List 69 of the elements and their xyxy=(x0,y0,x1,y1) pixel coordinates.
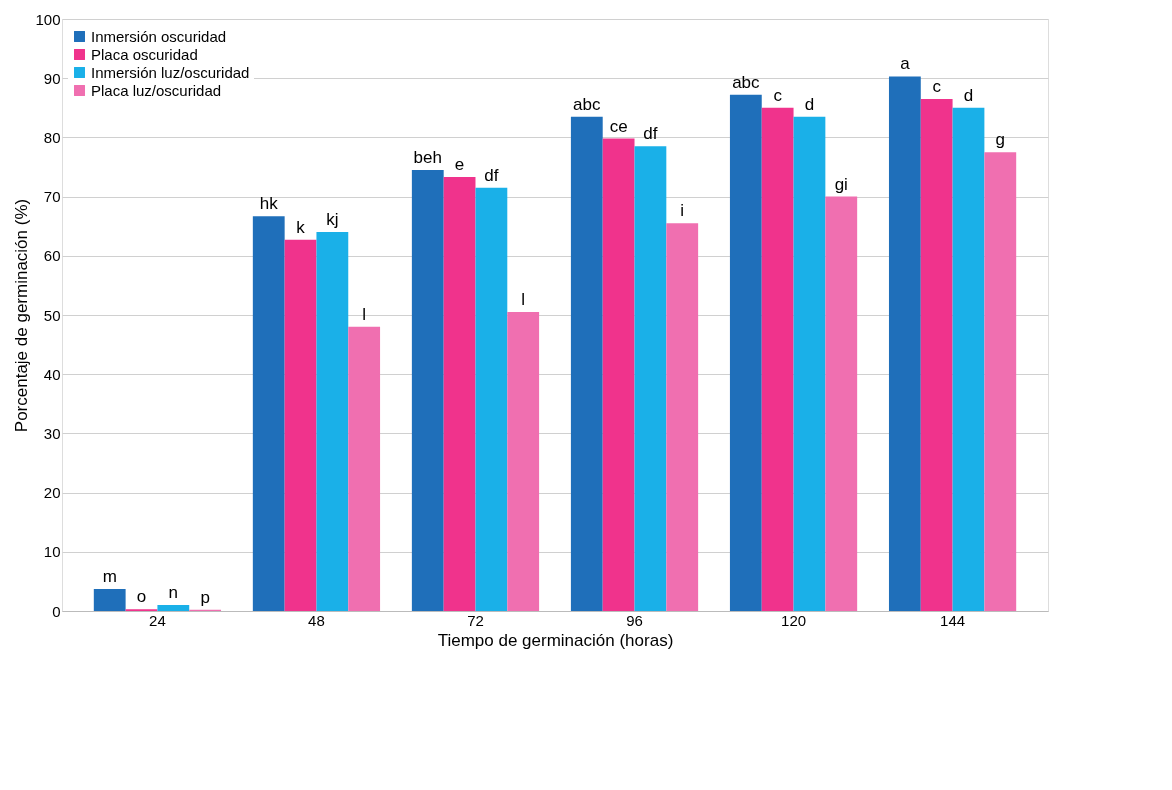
data-label: kj xyxy=(326,210,339,230)
bar xyxy=(507,312,540,611)
legend-label: Inmersión luz/oscuridad xyxy=(91,63,250,81)
bar xyxy=(475,187,508,611)
bar xyxy=(252,216,285,611)
data-label: df xyxy=(484,165,499,185)
data-label: l xyxy=(362,304,367,324)
y-tick-label: 0 xyxy=(52,602,61,620)
data-label: d xyxy=(804,94,815,114)
y-tick-label: 80 xyxy=(43,128,61,146)
bar xyxy=(793,116,826,611)
bar xyxy=(952,107,985,611)
data-label: o xyxy=(136,587,147,607)
y-tick-label: 30 xyxy=(43,424,61,442)
legend-label: Inmersión oscuridad xyxy=(91,27,227,45)
bar xyxy=(157,605,190,611)
data-label: c xyxy=(932,76,942,96)
y-tick-label: 20 xyxy=(43,484,61,502)
x-tick-label: 24 xyxy=(149,611,166,629)
bar xyxy=(761,107,794,611)
bar xyxy=(602,138,635,611)
x-tick-label: 96 xyxy=(626,611,643,629)
bar xyxy=(666,223,699,611)
data-label: abc xyxy=(573,94,601,114)
x-tick-label: 120 xyxy=(781,611,807,629)
y-tick-label: 50 xyxy=(43,306,61,324)
bar xyxy=(348,326,381,611)
data-label: k xyxy=(296,217,306,237)
x-tick-label: 48 xyxy=(308,611,325,629)
y-tick-label: 10 xyxy=(43,543,61,561)
data-label: beh xyxy=(413,147,442,167)
data-label: a xyxy=(900,54,911,74)
bar xyxy=(284,239,317,611)
data-label: n xyxy=(168,583,179,603)
data-label: abc xyxy=(732,72,761,92)
data-label: gi xyxy=(834,174,848,194)
data-label: p xyxy=(200,587,210,607)
bar xyxy=(316,232,349,611)
data-label: e xyxy=(454,155,465,175)
y-tick-label: 60 xyxy=(43,247,61,265)
y-tick-label: 40 xyxy=(43,365,61,383)
data-label: c xyxy=(773,85,783,105)
bar xyxy=(443,177,476,611)
bar xyxy=(920,98,953,611)
data-label: m xyxy=(102,567,117,587)
data-label: d xyxy=(963,85,974,105)
data-label: hk xyxy=(259,194,279,214)
bar xyxy=(888,76,921,611)
legend-label: Placa luz/oscuridad xyxy=(91,81,222,99)
bar xyxy=(570,116,603,611)
data-label: g xyxy=(995,130,1006,150)
data-label: i xyxy=(680,201,685,221)
data-label: df xyxy=(643,124,658,144)
legend-label: Placa oscuridad xyxy=(91,45,198,63)
bar xyxy=(984,152,1017,611)
bar xyxy=(825,196,858,611)
bar xyxy=(729,94,762,611)
data-label: ce xyxy=(609,116,628,136)
bar xyxy=(93,589,126,611)
bar xyxy=(411,169,444,611)
bar xyxy=(634,146,667,611)
y-tick-label: 100 xyxy=(35,10,61,28)
y-axis-title: Porcentaje de germinación (%) xyxy=(12,198,32,433)
x-axis-title: Tiempo de germinación (horas) xyxy=(437,630,674,650)
x-tick-label: 144 xyxy=(940,611,966,629)
y-tick-label: 90 xyxy=(43,69,61,87)
data-label: l xyxy=(521,290,526,310)
y-tick-label: 70 xyxy=(43,188,61,206)
x-tick-label: 72 xyxy=(467,611,484,629)
